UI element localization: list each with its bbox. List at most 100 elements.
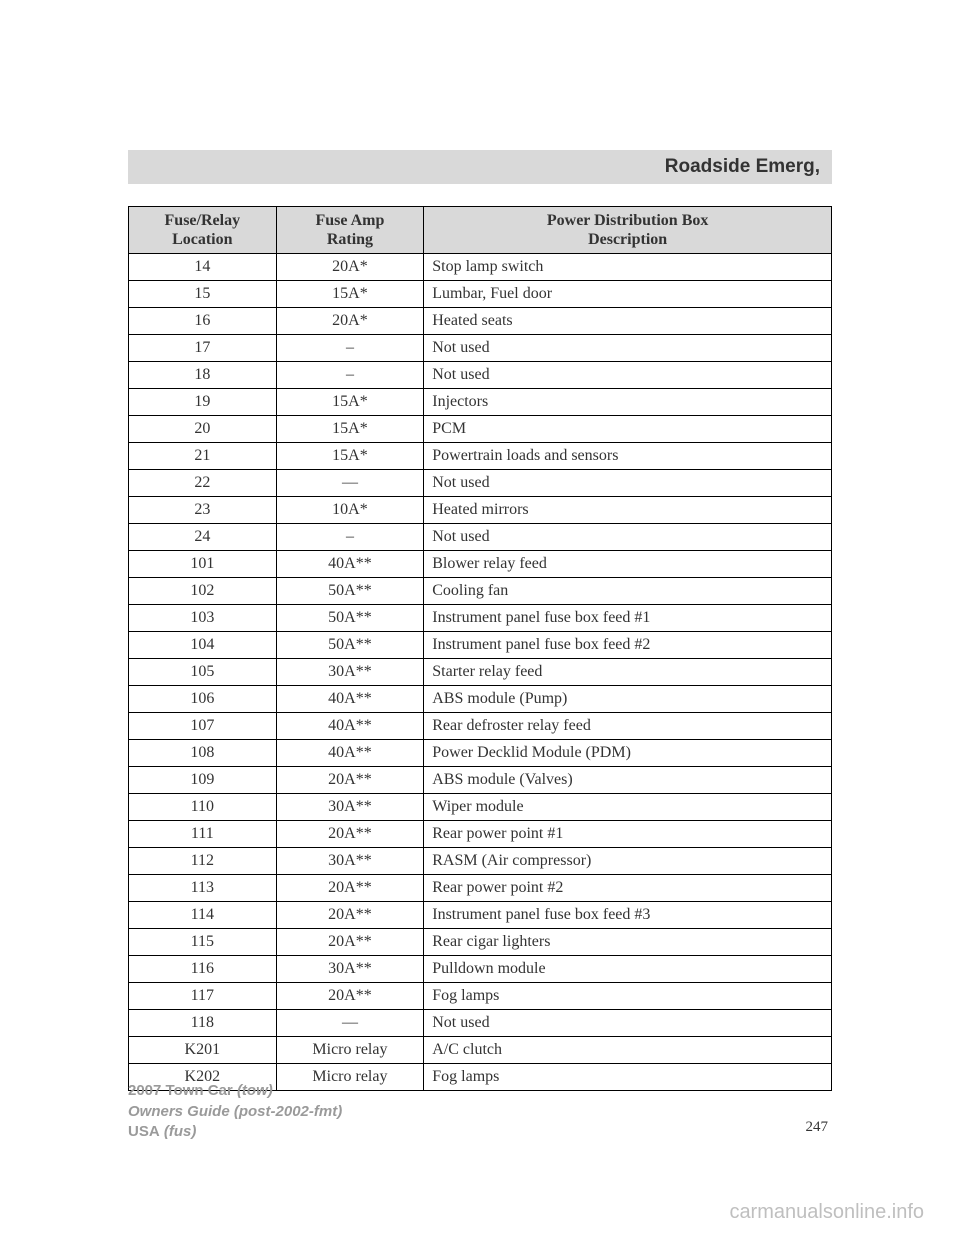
cell-location: 111 (129, 821, 277, 848)
cell-description: Not used (424, 1010, 832, 1037)
cell-description: ABS module (Valves) (424, 767, 832, 794)
table-row: 2115A*Powertrain loads and sensors (129, 443, 832, 470)
page-content: Roadside Emerg, Fuse/Relay Location Fuse… (0, 0, 960, 1136)
table-row: 2310A*Heated mirrors (129, 497, 832, 524)
cell-location: 108 (129, 740, 277, 767)
cell-location: 104 (129, 632, 277, 659)
cell-location: 15 (129, 281, 277, 308)
cell-description: Not used (424, 524, 832, 551)
cell-description: Not used (424, 362, 832, 389)
table-row: 10640A**ABS module (Pump) (129, 686, 832, 713)
table-row: 1915A*Injectors (129, 389, 832, 416)
cell-location: 106 (129, 686, 277, 713)
cell-location: 107 (129, 713, 277, 740)
footer-line-1: 2007 Town Car (tow) (128, 1081, 342, 1101)
cell-description: Instrument panel fuse box feed #2 (424, 632, 832, 659)
cell-description: Not used (424, 335, 832, 362)
cell-description: Fog lamps (424, 1064, 832, 1091)
cell-description: Lumbar, Fuel door (424, 281, 832, 308)
cell-location: 22 (129, 470, 277, 497)
cell-amp: 15A* (276, 281, 424, 308)
cell-amp: 15A* (276, 416, 424, 443)
header-location: Fuse/Relay Location (129, 207, 277, 254)
cell-description: Injectors (424, 389, 832, 416)
cell-description: Powertrain loads and sensors (424, 443, 832, 470)
cell-amp: 30A** (276, 956, 424, 983)
cell-location: 114 (129, 902, 277, 929)
cell-location: 18 (129, 362, 277, 389)
table-row: 11630A**Pulldown module (129, 956, 832, 983)
header-text: Power Distribution Box (547, 212, 708, 229)
cell-description: PCM (424, 416, 832, 443)
header-text: Rating (327, 231, 373, 248)
cell-location: 23 (129, 497, 277, 524)
cell-amp: 50A** (276, 605, 424, 632)
footer-model: 2007 Town Car (128, 1082, 233, 1099)
cell-amp: – (276, 335, 424, 362)
cell-amp: – (276, 524, 424, 551)
cell-description: Stop lamp switch (424, 254, 832, 281)
cell-location: 116 (129, 956, 277, 983)
cell-location: 101 (129, 551, 277, 578)
fuse-table: Fuse/Relay Location Fuse Amp Rating Powe… (128, 206, 832, 1091)
table-row: 10840A**Power Decklid Module (PDM) (129, 740, 832, 767)
table-row: 11420A**Instrument panel fuse box feed #… (129, 902, 832, 929)
table-row: 11320A**Rear power point #2 (129, 875, 832, 902)
cell-amp: 50A** (276, 578, 424, 605)
cell-description: Instrument panel fuse box feed #1 (424, 605, 832, 632)
table-row: K201Micro relayA/C clutch (129, 1037, 832, 1064)
cell-location: 113 (129, 875, 277, 902)
cell-amp: 20A** (276, 983, 424, 1010)
table-row: 11120A**Rear power point #1 (129, 821, 832, 848)
cell-location: 110 (129, 794, 277, 821)
table-row: 11230A**RASM (Air compressor) (129, 848, 832, 875)
cell-location: 21 (129, 443, 277, 470)
cell-description: A/C clutch (424, 1037, 832, 1064)
footer-block: 2007 Town Car (tow) Owners Guide (post-2… (128, 1081, 342, 1142)
section-title: Roadside Emerg, (128, 150, 832, 184)
table-row: 10450A**Instrument panel fuse box feed #… (129, 632, 832, 659)
table-row: 11720A**Fog lamps (129, 983, 832, 1010)
cell-location: 24 (129, 524, 277, 551)
table-row: 10350A**Instrument panel fuse box feed #… (129, 605, 832, 632)
cell-description: Wiper module (424, 794, 832, 821)
cell-description: Fog lamps (424, 983, 832, 1010)
cell-description: Rear power point #1 (424, 821, 832, 848)
cell-location: 19 (129, 389, 277, 416)
cell-amp: 40A** (276, 686, 424, 713)
table-row: 18–Not used (129, 362, 832, 389)
cell-description: Starter relay feed (424, 659, 832, 686)
footer-region: USA (128, 1123, 160, 1140)
cell-description: Heated seats (424, 308, 832, 335)
cell-description: Blower relay feed (424, 551, 832, 578)
cell-description: ABS module (Pump) (424, 686, 832, 713)
cell-amp: 50A** (276, 632, 424, 659)
cell-description: Instrument panel fuse box feed #3 (424, 902, 832, 929)
watermark: carmanualsonline.info (729, 1201, 924, 1224)
cell-amp: 20A** (276, 929, 424, 956)
table-row: 22—Not used (129, 470, 832, 497)
cell-amp: – (276, 362, 424, 389)
table-row: 11520A**Rear cigar lighters (129, 929, 832, 956)
cell-amp: 20A** (276, 767, 424, 794)
cell-description: Rear defroster relay feed (424, 713, 832, 740)
table-row: 10530A**Starter relay feed (129, 659, 832, 686)
cell-description: Rear power point #2 (424, 875, 832, 902)
table-row: 1515A*Lumbar, Fuel door (129, 281, 832, 308)
table-row: 1420A*Stop lamp switch (129, 254, 832, 281)
cell-amp: Micro relay (276, 1037, 424, 1064)
cell-location: K201 (129, 1037, 277, 1064)
cell-location: 109 (129, 767, 277, 794)
cell-location: 118 (129, 1010, 277, 1037)
header-amp: Fuse Amp Rating (276, 207, 424, 254)
cell-description: Rear cigar lighters (424, 929, 832, 956)
cell-description: Heated mirrors (424, 497, 832, 524)
cell-amp: 20A* (276, 254, 424, 281)
footer-line-3: USA (fus) (128, 1122, 342, 1142)
table-row: 24–Not used (129, 524, 832, 551)
table-row: 11030A**Wiper module (129, 794, 832, 821)
cell-amp: 10A* (276, 497, 424, 524)
footer-line-2: Owners Guide (post-2002-fmt) (128, 1102, 342, 1122)
cell-location: 16 (129, 308, 277, 335)
table-row: 10740A**Rear defroster relay feed (129, 713, 832, 740)
